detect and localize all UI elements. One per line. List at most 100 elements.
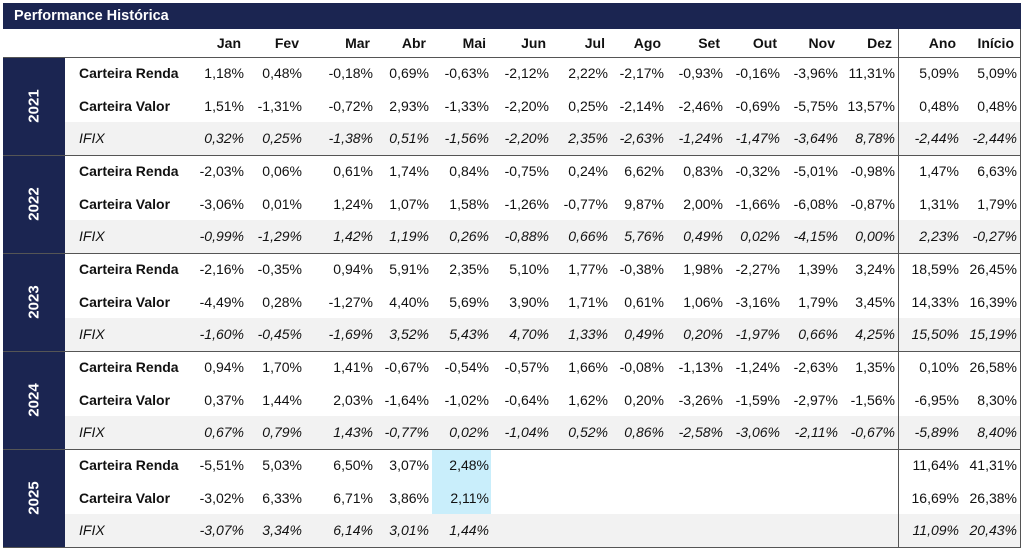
value-cell: 0,01% [262, 195, 302, 212]
value-cell: 0,66% [568, 228, 608, 245]
value-cell: -5,51% [199, 457, 244, 473]
value-cell [489, 482, 549, 515]
value-cell [489, 514, 549, 547]
value-cell [720, 482, 780, 515]
year-block: 2022 Carteira Renda -2,03% 0,06% 0,61% 1,74% 0… [3, 155, 1021, 253]
value-cell: 8,78% [855, 130, 895, 147]
value-cell: 1,41% [333, 359, 373, 375]
value-cell: -3,26% [678, 391, 723, 408]
column-header: Dez [867, 35, 892, 51]
value-cell: 2,22% [568, 65, 608, 81]
year-cell: 2023 [3, 253, 65, 351]
value-cell: -2,11% [794, 424, 838, 441]
value-cell: 1,18% [204, 65, 244, 81]
value-cell: 6,33% [262, 489, 302, 506]
value-cell: 3,90% [509, 293, 549, 310]
value-cell: 2,11% [450, 489, 489, 506]
column-header: Abr [401, 35, 426, 51]
value-cell: 0,06% [262, 163, 302, 179]
value-cell: 15,50% [911, 326, 959, 343]
value-cell: 0,20% [683, 326, 723, 343]
value-cell: -0,32% [735, 163, 780, 179]
table-row: IFIX 0,67% 0,79% 1,43% -0,77% 0,02% -1,04% 0,52… [65, 416, 1021, 449]
value-cell: 0,49% [683, 228, 723, 245]
value-cell: 0,10% [919, 359, 959, 375]
value-cell: 2,00% [683, 195, 723, 212]
value-cell: 5,03% [262, 457, 302, 473]
value-cell: -2,12% [504, 65, 549, 81]
value-cell: 18,59% [911, 261, 959, 277]
value-cell: -2,14% [619, 97, 664, 114]
value-cell [604, 449, 664, 482]
value-cell: 26,58% [969, 359, 1017, 375]
value-cell: 3,24% [855, 261, 895, 277]
value-cell: 1,31% [919, 195, 959, 212]
column-header: Jun [521, 35, 546, 51]
value-cell: -1,26% [504, 195, 549, 212]
value-cell: -0,72% [328, 97, 373, 114]
year-label: 2022 [25, 187, 43, 221]
value-cell: -3,06% [199, 195, 244, 212]
year-label: 2021 [25, 89, 43, 123]
value-cell: 6,71% [333, 489, 373, 506]
value-cell: -1,24% [735, 359, 780, 375]
value-cell: -0,87% [850, 195, 895, 212]
value-cell: -0,18% [328, 65, 373, 81]
value-cell: 1,24% [333, 195, 373, 212]
value-cell: 0,20% [624, 391, 664, 408]
value-cell: 1,62% [568, 391, 608, 408]
value-cell: 16,69% [911, 489, 959, 506]
table-row: Carteira Renda -5,51% 5,03% 6,50% 3,07% 2,48%… [65, 449, 1021, 482]
value-cell: -0,16% [735, 65, 780, 81]
value-cell: 41,31% [969, 457, 1017, 473]
column-header: Out [752, 35, 777, 51]
value-cell: 0,25% [568, 97, 608, 114]
value-cell: -3,07% [199, 522, 244, 539]
value-cell [778, 482, 838, 515]
column-header: Início [977, 35, 1014, 51]
value-cell: 6,14% [333, 522, 373, 539]
value-cell: -5,89% [914, 424, 959, 441]
value-cell: 0,49% [624, 326, 664, 343]
value-cell: 1,77% [568, 261, 608, 277]
value-cell: -3,02% [199, 489, 244, 506]
value-cell: 0,69% [389, 65, 429, 81]
value-cell [835, 482, 895, 515]
value-cell: 0,83% [683, 163, 723, 179]
column-header: Nov [808, 35, 835, 51]
value-cell: 6,50% [333, 457, 373, 473]
row-label: Carteira Renda [79, 65, 179, 81]
highlight-cell [432, 449, 491, 482]
value-cell: -1,56% [850, 391, 895, 408]
value-cell: -4,15% [793, 228, 838, 245]
value-cell: 1,98% [683, 261, 723, 277]
value-cell: -1,04% [504, 424, 549, 441]
value-cell: 11,09% [912, 522, 959, 539]
value-cell: -3,64% [793, 130, 838, 147]
value-cell: -0,99% [199, 228, 244, 245]
year-block: 2023 Carteira Renda -2,16% -0,35% 0,94% 5,91%… [3, 253, 1021, 351]
value-cell: 0,48% [262, 65, 302, 81]
value-cell: -3,16% [735, 293, 780, 310]
value-cell: -1,64% [384, 391, 429, 408]
value-cell: -1,69% [328, 326, 373, 343]
value-cell: -3,06% [735, 424, 780, 441]
value-cell: -5,75% [793, 97, 838, 114]
value-cell: -0,64% [504, 391, 549, 408]
value-cell: -1,31% [257, 97, 302, 114]
value-cell: -1,60% [199, 326, 244, 343]
value-cell [720, 514, 780, 547]
value-cell: 0,32% [204, 130, 244, 147]
value-cell: 3,86% [389, 489, 429, 506]
value-cell: 6,62% [624, 163, 664, 179]
value-cell: -0,77% [384, 424, 429, 441]
value-cell [548, 514, 608, 547]
year-cell: 2021 [3, 57, 65, 155]
value-cell: 26,45% [969, 261, 1017, 277]
row-label: Carteira Renda [79, 457, 179, 473]
value-cell [548, 449, 608, 482]
value-cell: 5,09% [919, 65, 959, 81]
year-block: 2024 Carteira Renda 0,94% 1,70% 1,41% -0,67% -… [3, 351, 1021, 449]
value-cell: -1,97% [735, 326, 780, 343]
value-cell: -2,63% [793, 359, 838, 375]
